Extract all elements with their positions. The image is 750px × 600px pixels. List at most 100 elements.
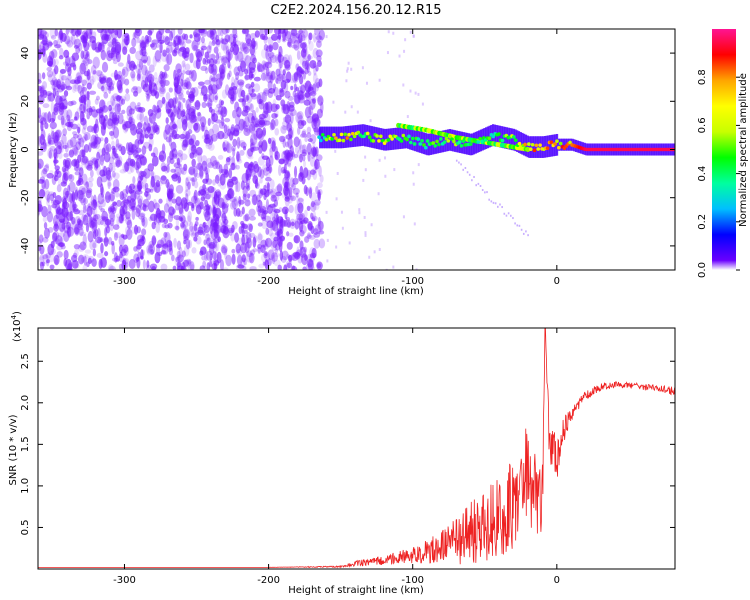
noise-cell — [208, 136, 213, 146]
spectrogram-cells — [38, 29, 675, 270]
noise-cell — [208, 128, 214, 137]
noise-cell — [119, 74, 124, 87]
tail-cell — [509, 214, 512, 217]
noise-cell — [96, 227, 101, 240]
noise-cell — [176, 261, 181, 268]
noise-cell — [198, 170, 204, 179]
noise-cell — [211, 40, 216, 47]
noise-cell — [104, 191, 111, 204]
noise-cell — [235, 248, 243, 256]
noise-cell — [274, 127, 280, 136]
noise-cell — [102, 217, 109, 227]
noise-cell — [251, 194, 258, 206]
signal-cell — [534, 143, 539, 148]
noise-cell — [249, 103, 254, 113]
noise-cell — [245, 33, 252, 45]
noise-cell — [150, 175, 155, 188]
signal-cell — [523, 142, 527, 147]
noise-cell — [101, 33, 109, 45]
noise-cell — [251, 38, 256, 50]
noise-cell — [208, 58, 215, 68]
noise-cell — [200, 246, 207, 256]
signal-cell — [424, 145, 428, 150]
snr-y-tick-label: 2.0 — [20, 395, 31, 411]
noise-cell — [265, 157, 271, 169]
noise-cell — [180, 153, 188, 161]
noise-cell — [312, 201, 320, 211]
noise-cell — [284, 59, 291, 69]
signal-halo-cell — [417, 130, 420, 153]
noise-cell — [177, 254, 184, 263]
noise-cell — [50, 79, 55, 86]
noise-cell — [46, 66, 53, 72]
noise-cell — [298, 220, 304, 232]
noise-cell — [40, 120, 44, 132]
noise-cell — [50, 248, 56, 255]
noise-cell — [248, 85, 254, 96]
noise-cell — [283, 185, 289, 197]
noise-cell — [211, 37, 218, 45]
noise-cell — [246, 94, 250, 101]
noise-cell — [189, 105, 196, 114]
noise-cell — [165, 45, 173, 54]
noise-cell — [41, 72, 46, 80]
noise-cell — [251, 110, 257, 121]
signal-cell — [487, 136, 492, 141]
noise-cell — [69, 36, 74, 42]
noise-cell — [306, 115, 314, 124]
noise-cell — [304, 236, 310, 243]
noise-cell — [172, 123, 178, 130]
signal-cell — [459, 144, 464, 148]
noise-cell — [275, 185, 283, 194]
noise-cell — [111, 38, 117, 47]
spectrogram-y-tick-label: 0 — [20, 146, 31, 152]
noise-cell — [181, 140, 188, 151]
tail-cell — [514, 222, 516, 225]
noise-cell — [112, 178, 120, 190]
noise-cell — [112, 59, 118, 65]
noise-cell — [273, 208, 281, 214]
noise-cell — [168, 134, 173, 147]
noise-cell — [227, 188, 233, 199]
noise-cell — [130, 124, 138, 136]
noise-cell — [235, 32, 239, 43]
noise-cell — [270, 118, 276, 131]
signal-halo-cell — [533, 136, 536, 158]
noise-cell — [166, 239, 173, 248]
signal-halo-cell — [561, 138, 564, 151]
noise-cell — [94, 228, 99, 238]
noise-cell — [148, 64, 155, 73]
noise-cell — [79, 155, 85, 163]
noise-cell — [49, 264, 55, 270]
signal-halo-cell — [320, 126, 323, 149]
noise-cell — [316, 263, 322, 269]
noise-cell — [205, 134, 211, 140]
noise-cell — [124, 93, 131, 102]
noise-cell — [152, 171, 156, 183]
noise-cell — [186, 103, 191, 115]
noise-cell — [233, 66, 241, 77]
noise-cell — [73, 44, 79, 49]
noise-cell — [165, 178, 170, 189]
noise-cell — [248, 215, 256, 221]
noise-cell — [227, 51, 231, 63]
noise-cell — [233, 207, 238, 217]
noise-cell — [313, 238, 321, 249]
noise-cell — [261, 69, 265, 74]
noise-cell — [145, 126, 151, 132]
tail-cell — [458, 161, 460, 164]
noise-cell — [238, 140, 246, 147]
noise-cell — [235, 72, 240, 81]
noise-cell — [315, 185, 319, 195]
noise-cell — [256, 194, 261, 203]
spectrogram-x-ticks: -300 -200 -100 0 — [113, 29, 560, 287]
noise-cell — [71, 216, 76, 225]
noise-cell — [176, 157, 181, 166]
noise-cell — [122, 244, 129, 253]
noise-cell — [268, 203, 276, 208]
signal-cell — [409, 140, 413, 145]
noise-cell — [169, 158, 174, 164]
noise-cell — [137, 170, 145, 178]
noise-cell — [185, 63, 191, 71]
noise-cell — [195, 49, 201, 58]
